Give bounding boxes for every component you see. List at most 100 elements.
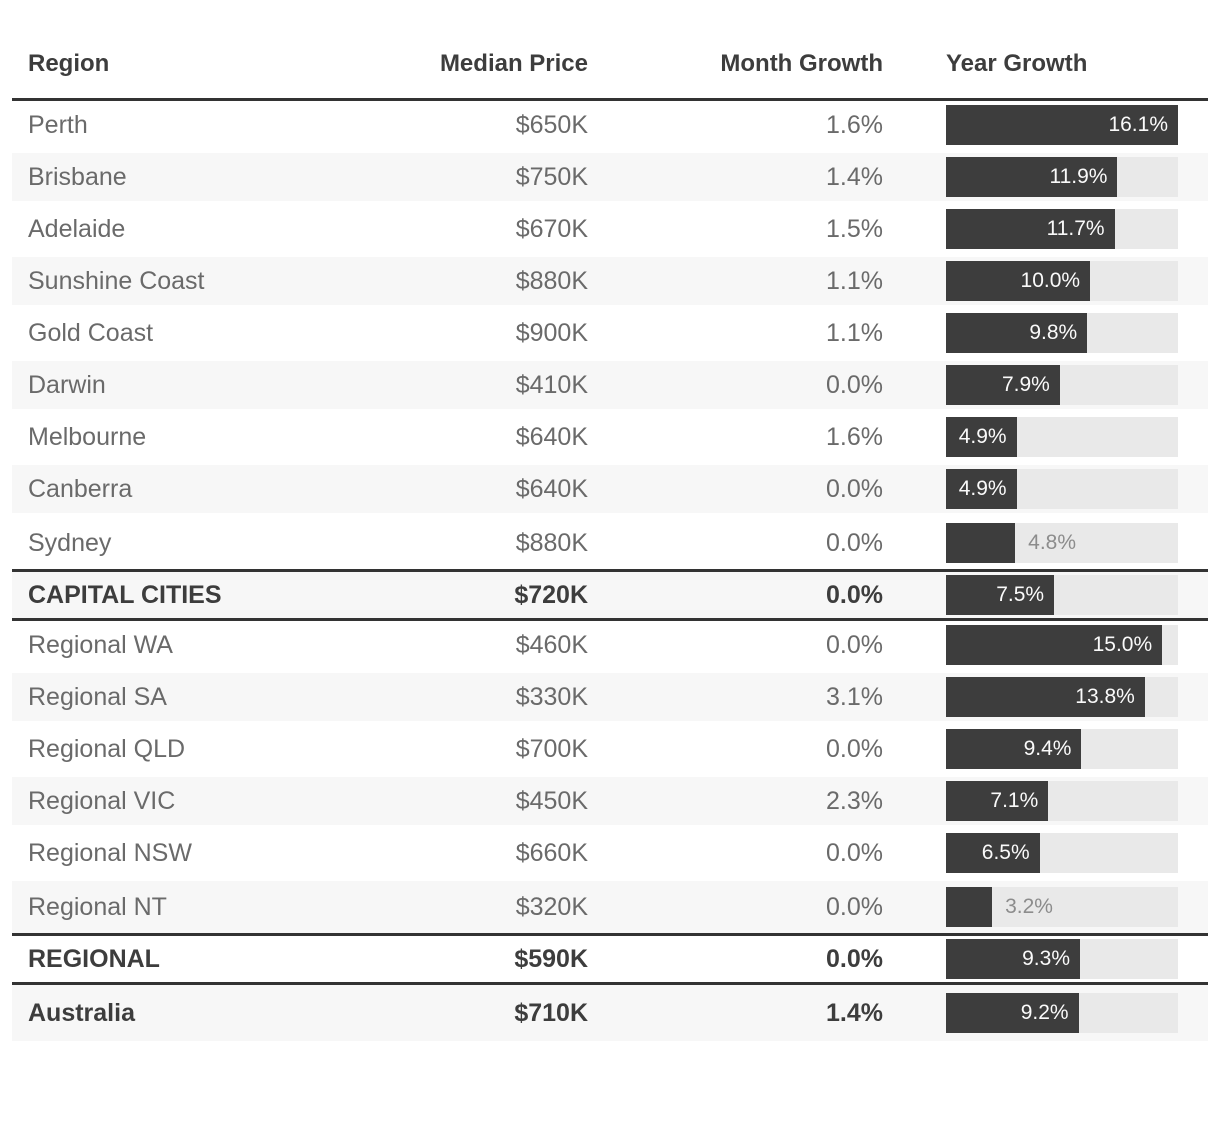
table-row: CAPITAL CITIES $720K 0.0% 7.5% <box>12 569 1208 621</box>
year-growth-cell: 3.2% <box>895 881 1208 933</box>
year-growth-bar-track: 15.0% <box>946 625 1178 665</box>
table-row: Darwin $410K 0.0% 7.9% <box>12 361 1208 413</box>
year-growth-bar: 9.3% <box>946 939 1080 979</box>
median-price-cell: $650K <box>410 101 600 153</box>
table-row: Regional SA $330K 3.1% 13.8% <box>12 673 1208 725</box>
year-growth-bar-track: 11.9% <box>946 157 1178 197</box>
year-growth-bar: 7.1% <box>946 781 1049 821</box>
table-row: Regional WA $460K 0.0% 15.0% <box>12 621 1208 673</box>
region-cell: Regional VIC <box>12 777 410 829</box>
year-growth-bar-label: 9.4% <box>1023 737 1072 760</box>
year-growth-cell: 16.1% <box>895 101 1208 153</box>
table-header: Region Median Price Month Growth Year Gr… <box>12 8 1208 101</box>
region-cell: Regional WA <box>12 621 410 673</box>
median-price-cell: $450K <box>410 777 600 829</box>
header-row: Region Median Price Month Growth Year Gr… <box>12 8 1208 101</box>
year-growth-bar: 9.2% <box>946 993 1079 1033</box>
region-cell: Sunshine Coast <box>12 257 410 309</box>
month-growth-cell: 0.0% <box>600 829 895 881</box>
year-growth-cell: 13.8% <box>895 673 1208 725</box>
year-growth-cell: 9.4% <box>895 725 1208 777</box>
year-growth-bar-track: 4.9% <box>946 417 1178 457</box>
year-growth-bar-track: 7.1% <box>946 781 1178 821</box>
year-growth-bar-label: 4.8% <box>1028 531 1077 554</box>
median-price-cell: $710K <box>410 985 600 1041</box>
year-growth-cell: 15.0% <box>895 621 1208 673</box>
year-growth-bar <box>946 523 1016 563</box>
year-growth-bar-label: 15.0% <box>1092 633 1153 656</box>
table-row: Regional NT $320K 0.0% 3.2% <box>12 881 1208 933</box>
median-price-cell: $460K <box>410 621 600 673</box>
year-growth-bar: 13.8% <box>946 677 1145 717</box>
median-price-cell: $750K <box>410 153 600 205</box>
median-price-cell: $660K <box>410 829 600 881</box>
table-row: Sydney $880K 0.0% 4.8% <box>12 517 1208 569</box>
year-growth-bar-label: 16.1% <box>1108 113 1168 136</box>
region-cell: Gold Coast <box>12 309 410 361</box>
month-growth-cell: 0.0% <box>600 517 895 569</box>
table-row: Adelaide $670K 1.5% 11.7% <box>12 205 1208 257</box>
year-growth-bar: 6.5% <box>946 833 1040 873</box>
month-growth-cell: 0.0% <box>600 725 895 777</box>
table-row: Melbourne $640K 1.6% 4.9% <box>12 413 1208 465</box>
year-growth-bar: 4.9% <box>946 417 1017 457</box>
year-growth-bar-track: 7.9% <box>946 365 1178 405</box>
table-row: Regional VIC $450K 2.3% 7.1% <box>12 777 1208 829</box>
year-growth-bar-label: 7.9% <box>1001 373 1050 396</box>
table-body: Perth $650K 1.6% 16.1% Brisbane $750K 1.4% 11.9… <box>12 101 1208 1041</box>
year-growth-bar-track: 3.2% <box>946 887 1178 927</box>
year-growth-bar: 4.9% <box>946 469 1017 509</box>
year-growth-bar-label: 11.9% <box>1049 165 1108 188</box>
median-price-cell: $900K <box>410 309 600 361</box>
year-growth-bar-label: 10.0% <box>1020 269 1081 292</box>
month-growth-cell: 1.1% <box>600 257 895 309</box>
median-price-cell: $670K <box>410 205 600 257</box>
year-growth-cell: 4.9% <box>895 465 1208 517</box>
region-cell: Darwin <box>12 361 410 413</box>
year-growth-bar: 9.4% <box>946 729 1082 769</box>
year-growth-bar-label: 7.5% <box>996 583 1045 606</box>
year-growth-bar-label: 9.3% <box>1022 947 1070 970</box>
month-growth-cell: 1.5% <box>600 205 895 257</box>
year-growth-bar: 15.0% <box>946 625 1163 665</box>
year-growth-cell: 11.9% <box>895 153 1208 205</box>
year-growth-cell: 6.5% <box>895 829 1208 881</box>
year-growth-bar-track: 11.7% <box>946 209 1178 249</box>
median-price-cell: $320K <box>410 881 600 933</box>
year-growth-cell: 7.1% <box>895 777 1208 829</box>
month-growth-cell: 1.4% <box>600 153 895 205</box>
table-row: Perth $650K 1.6% 16.1% <box>12 101 1208 153</box>
year-growth-bar-label: 4.9% <box>958 477 1007 500</box>
year-growth-bar-label: 7.1% <box>990 789 1039 812</box>
month-growth-cell: 0.0% <box>600 881 895 933</box>
region-cell: Brisbane <box>12 153 410 205</box>
region-cell: Regional QLD <box>12 725 410 777</box>
region-cell: Regional NT <box>12 881 410 933</box>
table-row: REGIONAL $590K 0.0% 9.3% <box>12 933 1208 985</box>
year-growth-cell: 7.9% <box>895 361 1208 413</box>
month-growth-cell: 0.0% <box>600 361 895 413</box>
year-growth-cell: 9.3% <box>895 933 1208 985</box>
year-growth-cell: 9.8% <box>895 309 1208 361</box>
table-row: Regional QLD $700K 0.0% 9.4% <box>12 725 1208 777</box>
median-price-cell: $410K <box>410 361 600 413</box>
column-header-month-growth: Month Growth <box>600 8 895 101</box>
month-growth-cell: 0.0% <box>600 621 895 673</box>
region-cell: REGIONAL <box>12 933 410 985</box>
year-growth-cell: 7.5% <box>895 569 1208 621</box>
region-cell: Regional SA <box>12 673 410 725</box>
median-price-cell: $720K <box>410 569 600 621</box>
year-growth-bar-track: 6.5% <box>946 833 1178 873</box>
table-row: Australia $710K 1.4% 9.2% <box>12 985 1208 1041</box>
year-growth-cell: 4.9% <box>895 413 1208 465</box>
region-cell: Adelaide <box>12 205 410 257</box>
month-growth-cell: 1.1% <box>600 309 895 361</box>
year-growth-bar-label: 11.7% <box>1046 217 1105 240</box>
median-price-cell: $880K <box>410 257 600 309</box>
table-row: Canberra $640K 0.0% 4.9% <box>12 465 1208 517</box>
year-growth-bar-track: 9.8% <box>946 313 1178 353</box>
year-growth-bar <box>946 887 993 927</box>
year-growth-bar: 16.1% <box>946 105 1178 145</box>
year-growth-bar-track: 9.3% <box>946 939 1178 979</box>
year-growth-bar-label: 3.2% <box>1005 895 1053 918</box>
